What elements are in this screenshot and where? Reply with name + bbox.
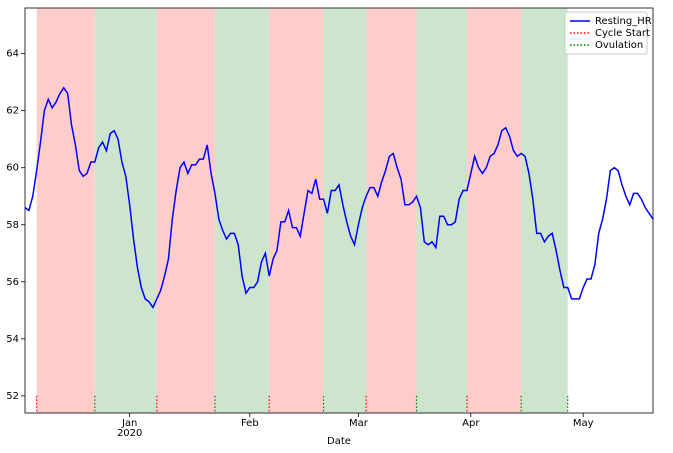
y-tick-label: 52	[6, 391, 19, 402]
phase-span	[214, 8, 270, 413]
y-tick-label: 60	[6, 163, 19, 174]
x-tick-label: Feb	[241, 418, 259, 429]
legend-label: Ovulation	[595, 40, 643, 51]
x-tick-label: Jan 2020	[117, 418, 142, 439]
phase-span	[156, 8, 215, 413]
x-axis-label: Date	[327, 436, 351, 447]
y-tick-label: 62	[6, 106, 19, 117]
phase-span	[269, 8, 324, 413]
y-tick-label: 58	[6, 220, 19, 231]
legend-label: Resting_HR	[595, 16, 652, 27]
phase-span	[466, 8, 522, 413]
legend-box	[564, 11, 648, 55]
phase-span	[521, 8, 568, 413]
y-tick-label: 54	[6, 334, 19, 345]
x-tick-label: May	[573, 418, 594, 429]
x-tick-label: Apr	[462, 418, 480, 429]
phase-span	[36, 8, 95, 413]
y-tick-label: 56	[6, 277, 19, 288]
plot-frame	[24, 7, 654, 414]
hr-line	[24, 86, 654, 309]
x-tick-label: Mar	[349, 418, 369, 429]
phase-span	[94, 8, 157, 413]
y-tick-label: 64	[6, 49, 19, 60]
legend-label: Cycle Start	[595, 28, 650, 39]
phase-span	[416, 8, 467, 413]
phase-span	[366, 8, 417, 413]
